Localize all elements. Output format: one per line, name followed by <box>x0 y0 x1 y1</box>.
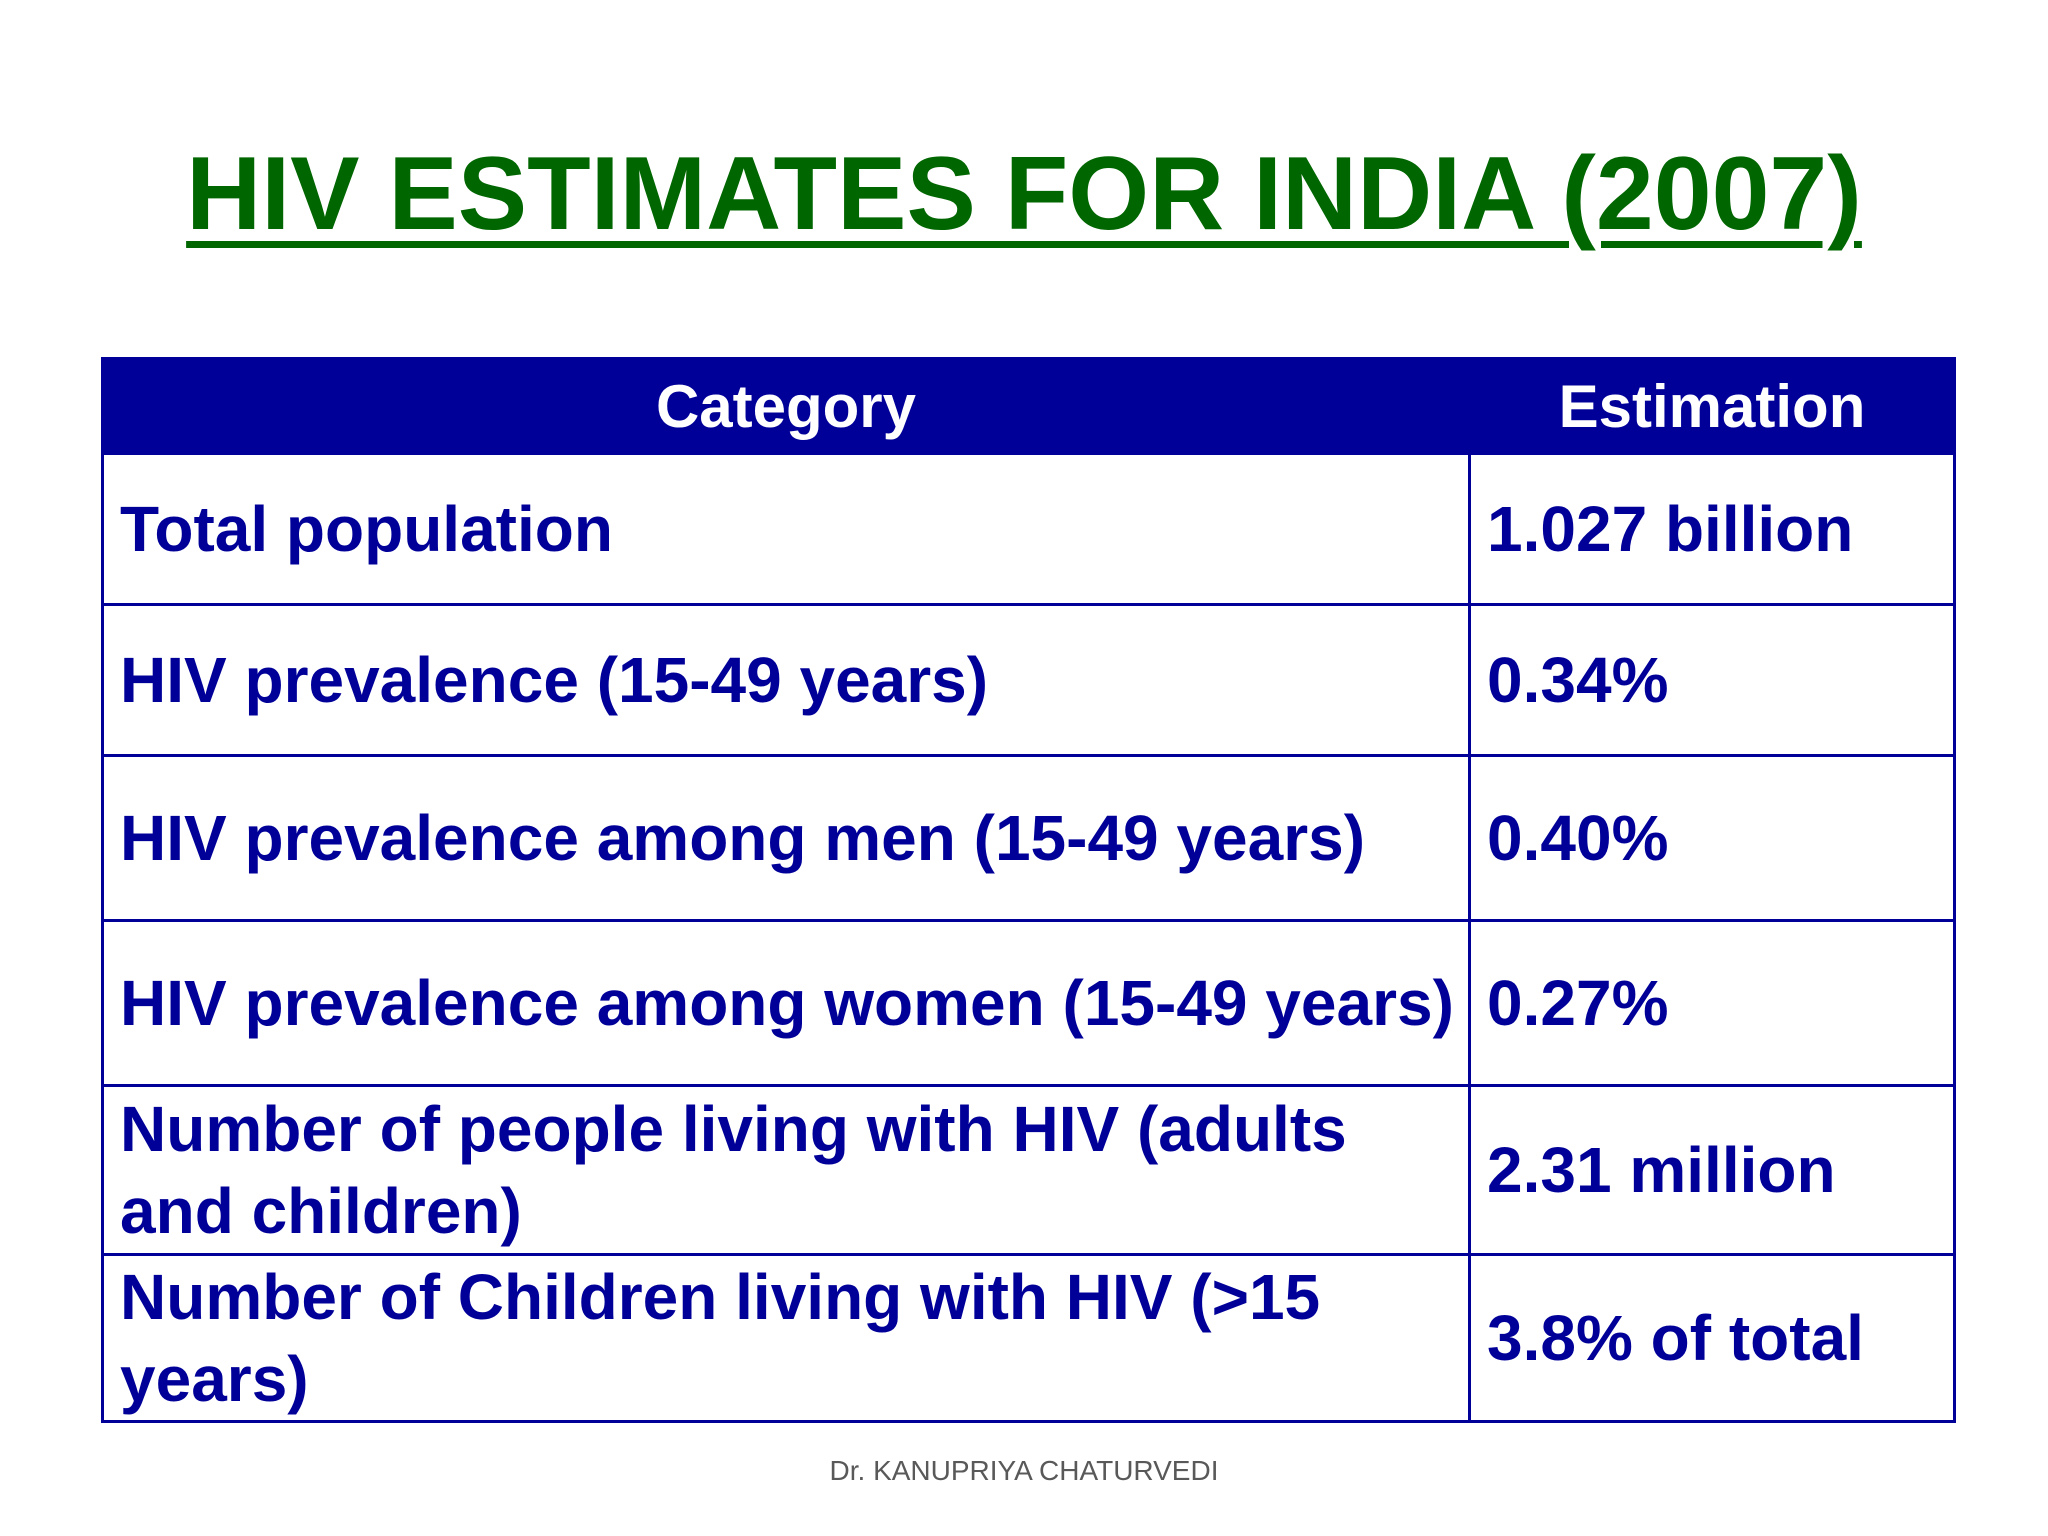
table-row: Number of Children living with HIV (>15 … <box>101 1253 1956 1423</box>
slide-title: HIV ESTIMATES FOR INDIA (2007) <box>186 136 1862 252</box>
table-header-row: Category Estimation <box>101 357 1956 455</box>
column-header-category: Category <box>101 357 1471 455</box>
estimation-cell: 0.40% <box>1468 754 1956 922</box>
table-row: HIV prevalence among men (15-49 years) 0… <box>101 754 1956 922</box>
slide-footer-author: Dr. KANUPRIYA CHATURVEDI <box>829 1455 1219 1486</box>
category-cell: HIV prevalence among men (15-49 years) <box>101 754 1471 922</box>
category-cell: HIV prevalence among women (15-49 years) <box>101 919 1471 1087</box>
table-row: HIV prevalence (15-49 years) 0.34% <box>101 603 1956 757</box>
table-row: HIV prevalence among women (15-49 years)… <box>101 919 1956 1087</box>
category-cell: Number of people living with HIV (adults… <box>101 1084 1471 1256</box>
column-header-estimation: Estimation <box>1468 357 1956 455</box>
table-row: Total population 1.027 billion <box>101 452 1956 606</box>
estimation-cell: 3.8% of total <box>1468 1253 1956 1423</box>
category-cell: Number of Children living with HIV (>15 … <box>101 1253 1471 1423</box>
estimates-table: Category Estimation Total population 1.0… <box>101 357 1956 1423</box>
category-cell: Total population <box>101 452 1471 606</box>
estimation-cell: 2.31 million <box>1468 1084 1956 1256</box>
estimation-cell: 1.027 billion <box>1468 452 1956 606</box>
table-row: Number of people living with HIV (adults… <box>101 1084 1956 1256</box>
estimation-cell: 0.27% <box>1468 919 1956 1087</box>
estimation-cell: 0.34% <box>1468 603 1956 757</box>
category-cell: HIV prevalence (15-49 years) <box>101 603 1471 757</box>
